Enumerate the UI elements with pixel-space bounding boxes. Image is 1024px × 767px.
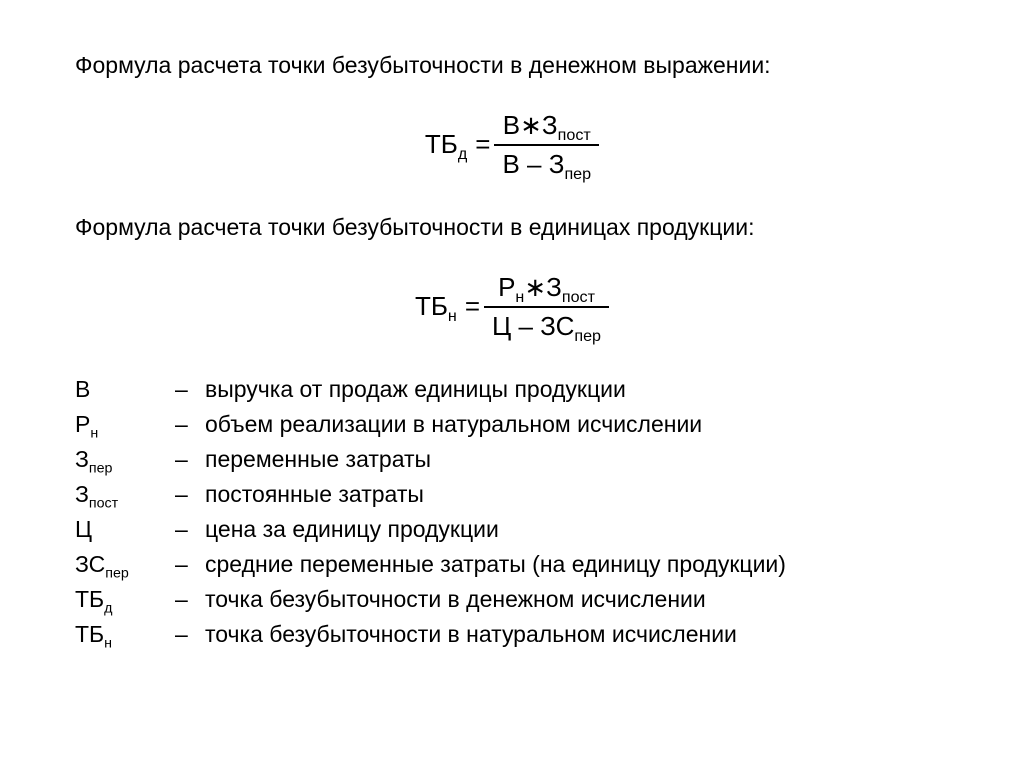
- formula1-denominator: В – Зпер: [494, 148, 599, 181]
- formula1-lhs-sub: д: [458, 145, 467, 163]
- legend-description: переменные затраты: [205, 444, 949, 475]
- legend-symbol: Зпер: [75, 444, 175, 475]
- formula2-numerator: Рн∗Зпост: [490, 271, 603, 304]
- legend-dash: –: [175, 479, 205, 510]
- legend-symbol-sub: д: [104, 601, 112, 617]
- formula2-den-b-sub: пер: [574, 327, 601, 345]
- legend-dash: –: [175, 409, 205, 440]
- formula2-lhs-sub: н: [448, 307, 457, 325]
- legend-dash: –: [175, 444, 205, 475]
- legend-symbol-sub: пер: [105, 566, 129, 582]
- formula2-den-b-main: ЗС: [540, 311, 574, 341]
- formula2-lhs: ТБн: [415, 289, 463, 324]
- legend-symbol-main: ТБ: [75, 586, 104, 612]
- legend-description: средние переменные затраты (на единицу п…: [205, 549, 949, 580]
- legend-description: выручка от продаж единицы продукции: [205, 374, 949, 405]
- formula1-num-op: ∗: [520, 110, 542, 140]
- formula1-den-minus: –: [520, 149, 549, 179]
- formula1-num-b-sub: пост: [558, 126, 591, 144]
- legend-description: объем реализации в натуральном исчислени…: [205, 409, 949, 440]
- legend-symbol-main: Ц: [75, 516, 92, 542]
- formula1-eq: =: [473, 127, 494, 162]
- formula2-num-op: ∗: [524, 272, 546, 302]
- formula2-num-a-main: Р: [498, 272, 515, 302]
- formula2-num-a-sub: н: [515, 288, 524, 306]
- legend-symbol-main: ЗС: [75, 551, 105, 577]
- legend-dash: –: [175, 619, 205, 650]
- heading-units: Формула расчета точки безубыточности в е…: [75, 212, 949, 243]
- formula1-numerator: В∗Зпост: [495, 109, 599, 142]
- formula1-fraction: В∗Зпост В – Зпер: [494, 109, 599, 180]
- formula2-denominator: Ц – ЗСпер: [484, 310, 609, 343]
- formula2-lhs-main: ТБ: [415, 291, 448, 321]
- legend-symbol: ТБн: [75, 619, 175, 650]
- formula2-den-a: Ц: [492, 311, 511, 341]
- legend-symbol-main: З: [75, 481, 89, 507]
- legend-description: точка безубыточности в натуральном исчис…: [205, 619, 949, 650]
- legend-symbol-sub: н: [104, 636, 112, 652]
- formula2-bar: [484, 306, 609, 308]
- formula1-den-b-main: З: [549, 149, 565, 179]
- legend-symbol-sub: пер: [89, 461, 113, 477]
- page: Формула расчета точки безубыточности в д…: [0, 0, 1024, 650]
- legend-symbol-main: Р: [75, 411, 90, 437]
- legend-dash: –: [175, 584, 205, 615]
- legend-symbol-sub: пост: [89, 496, 118, 512]
- legend-dash: –: [175, 549, 205, 580]
- legend-dash: –: [175, 514, 205, 545]
- legend-description: точка безубыточности в денежном исчислен…: [205, 584, 949, 615]
- legend-symbol: ТБд: [75, 584, 175, 615]
- formula1-lhs-main: ТБ: [425, 129, 458, 159]
- legend-description: постоянные затраты: [205, 479, 949, 510]
- legend-dash: –: [175, 374, 205, 405]
- formula2-fraction: Рн∗Зпост Ц – ЗСпер: [484, 271, 609, 342]
- legend-symbol-sub: н: [90, 426, 98, 442]
- legend: В–выручка от продаж единицы продукцииРн–…: [75, 374, 949, 650]
- formula1-bar: [494, 144, 599, 146]
- formula-units: ТБн = Рн∗Зпост Ц – ЗСпер: [75, 271, 949, 342]
- legend-symbol: Зпост: [75, 479, 175, 510]
- legend-symbol: В: [75, 374, 175, 405]
- legend-symbol: Рн: [75, 409, 175, 440]
- legend-symbol: ЗСпер: [75, 549, 175, 580]
- legend-description: цена за единицу продукции: [205, 514, 949, 545]
- legend-symbol: Ц: [75, 514, 175, 545]
- formula1-num-b-main: З: [542, 110, 558, 140]
- formula1-den-a: В: [502, 149, 519, 179]
- formula2-num-b-sub: пост: [562, 288, 595, 306]
- legend-symbol-main: ТБ: [75, 621, 104, 647]
- formula2-eq: =: [463, 289, 484, 324]
- formula1-den-b-sub: пер: [564, 165, 591, 183]
- formula2-den-minus: –: [511, 311, 540, 341]
- formula1-num-a: В: [503, 110, 520, 140]
- formula2-num-b-main: З: [546, 272, 562, 302]
- formula-monetary: ТБд = В∗Зпост В – Зпер: [75, 109, 949, 180]
- heading-monetary: Формула расчета точки безубыточности в д…: [75, 50, 949, 81]
- formula1-lhs: ТБд: [425, 127, 473, 162]
- legend-symbol-main: З: [75, 446, 89, 472]
- legend-symbol-main: В: [75, 376, 90, 402]
